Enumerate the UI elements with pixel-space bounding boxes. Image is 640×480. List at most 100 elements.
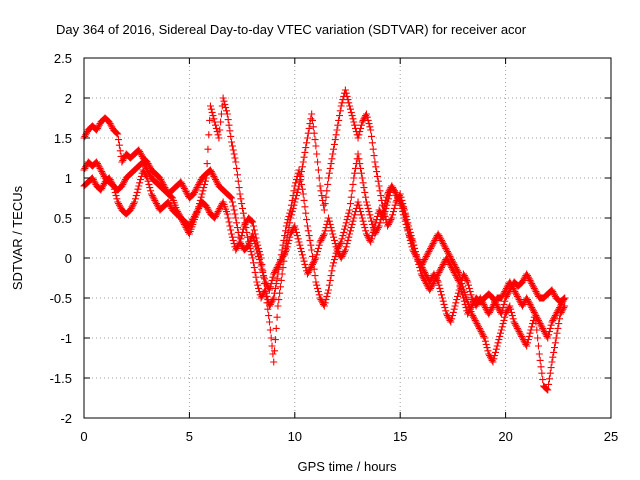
data-point bbox=[180, 184, 188, 192]
data-point bbox=[424, 249, 432, 257]
data-point bbox=[364, 233, 372, 241]
data-point bbox=[193, 184, 201, 192]
data-point bbox=[330, 236, 338, 244]
data-point bbox=[205, 207, 213, 215]
data-point bbox=[499, 320, 507, 328]
data-point bbox=[200, 184, 208, 192]
data-point bbox=[312, 142, 320, 150]
data-point bbox=[309, 260, 317, 268]
data-point bbox=[254, 281, 262, 289]
data-point bbox=[413, 254, 421, 262]
data-point bbox=[247, 248, 255, 256]
data-point bbox=[508, 308, 516, 316]
data-point bbox=[260, 280, 268, 288]
data-point bbox=[385, 219, 393, 227]
data-point bbox=[498, 307, 506, 315]
data-point bbox=[210, 172, 218, 180]
data-point bbox=[275, 265, 283, 273]
data-point bbox=[388, 214, 396, 222]
x-tick-label: 5 bbox=[186, 429, 193, 444]
data-point bbox=[476, 326, 484, 334]
data-point bbox=[338, 99, 346, 107]
data-point bbox=[422, 252, 430, 260]
data-point bbox=[446, 316, 454, 324]
data-point bbox=[384, 222, 392, 230]
data-point bbox=[139, 158, 147, 166]
data-point bbox=[98, 168, 106, 176]
data-point bbox=[529, 281, 537, 289]
data-point bbox=[255, 256, 263, 264]
data-point bbox=[475, 323, 483, 331]
data-point bbox=[489, 358, 497, 366]
data-point bbox=[483, 344, 491, 352]
data-point bbox=[524, 336, 532, 344]
data-point bbox=[450, 268, 458, 276]
data-point bbox=[429, 240, 437, 248]
data-point bbox=[507, 284, 515, 292]
data-point bbox=[404, 219, 412, 227]
data-point bbox=[227, 226, 235, 234]
data-point bbox=[531, 286, 539, 294]
data-point bbox=[223, 210, 231, 218]
data-point bbox=[446, 260, 454, 268]
data-point bbox=[241, 220, 249, 228]
data-point bbox=[473, 320, 481, 328]
data-point bbox=[347, 193, 355, 201]
data-point bbox=[367, 126, 375, 134]
x-axis-label: GPS time / hours bbox=[298, 459, 397, 474]
data-point bbox=[233, 244, 241, 252]
data-point bbox=[258, 260, 266, 268]
data-point bbox=[491, 352, 499, 360]
data-point bbox=[249, 259, 257, 267]
axis-ticks: 0 5 10 15 20 25 -2 -1.5 -1 -0.5 0 0.5 1 1.5 2 2.5 bbox=[50, 51, 619, 444]
data-point bbox=[322, 193, 330, 201]
data-point bbox=[539, 376, 547, 384]
data-point bbox=[337, 102, 345, 110]
data-point bbox=[296, 177, 304, 185]
data-point bbox=[375, 182, 383, 190]
data-point bbox=[330, 140, 338, 148]
data-point bbox=[519, 276, 527, 284]
data-point bbox=[217, 118, 225, 126]
y-tick-label: 0.5 bbox=[54, 211, 72, 226]
data-point bbox=[262, 289, 270, 297]
data-point bbox=[95, 163, 103, 171]
data-point bbox=[438, 264, 446, 272]
data-point bbox=[533, 326, 541, 334]
data-point bbox=[147, 187, 155, 195]
data-point bbox=[311, 136, 319, 144]
data-point bbox=[495, 305, 503, 313]
data-point bbox=[318, 192, 326, 200]
data-point bbox=[310, 129, 318, 137]
data-point bbox=[144, 177, 152, 185]
data-point bbox=[81, 132, 89, 140]
data-point bbox=[486, 308, 494, 316]
data-point bbox=[544, 386, 552, 394]
data-point bbox=[186, 220, 194, 228]
data-point bbox=[314, 284, 322, 292]
data-point bbox=[545, 328, 553, 336]
data-point bbox=[203, 204, 211, 212]
data-point bbox=[377, 216, 385, 224]
data-point bbox=[305, 267, 313, 275]
data-point bbox=[497, 308, 505, 316]
data-point bbox=[81, 164, 89, 172]
data-point bbox=[520, 337, 528, 345]
data-point bbox=[377, 192, 385, 200]
data-point bbox=[120, 179, 128, 187]
data-point bbox=[189, 216, 197, 224]
data-point bbox=[357, 164, 365, 172]
data-point bbox=[112, 128, 120, 136]
data-point bbox=[193, 208, 201, 216]
data-point bbox=[140, 168, 148, 176]
data-point bbox=[115, 200, 123, 208]
data-point bbox=[261, 278, 269, 286]
data-point bbox=[378, 212, 386, 220]
data-point bbox=[315, 241, 323, 249]
data-point bbox=[324, 289, 332, 297]
data-point bbox=[257, 262, 265, 270]
data-point bbox=[330, 259, 338, 267]
data-point bbox=[505, 288, 513, 296]
data-point bbox=[533, 313, 541, 321]
data-point bbox=[423, 251, 431, 259]
